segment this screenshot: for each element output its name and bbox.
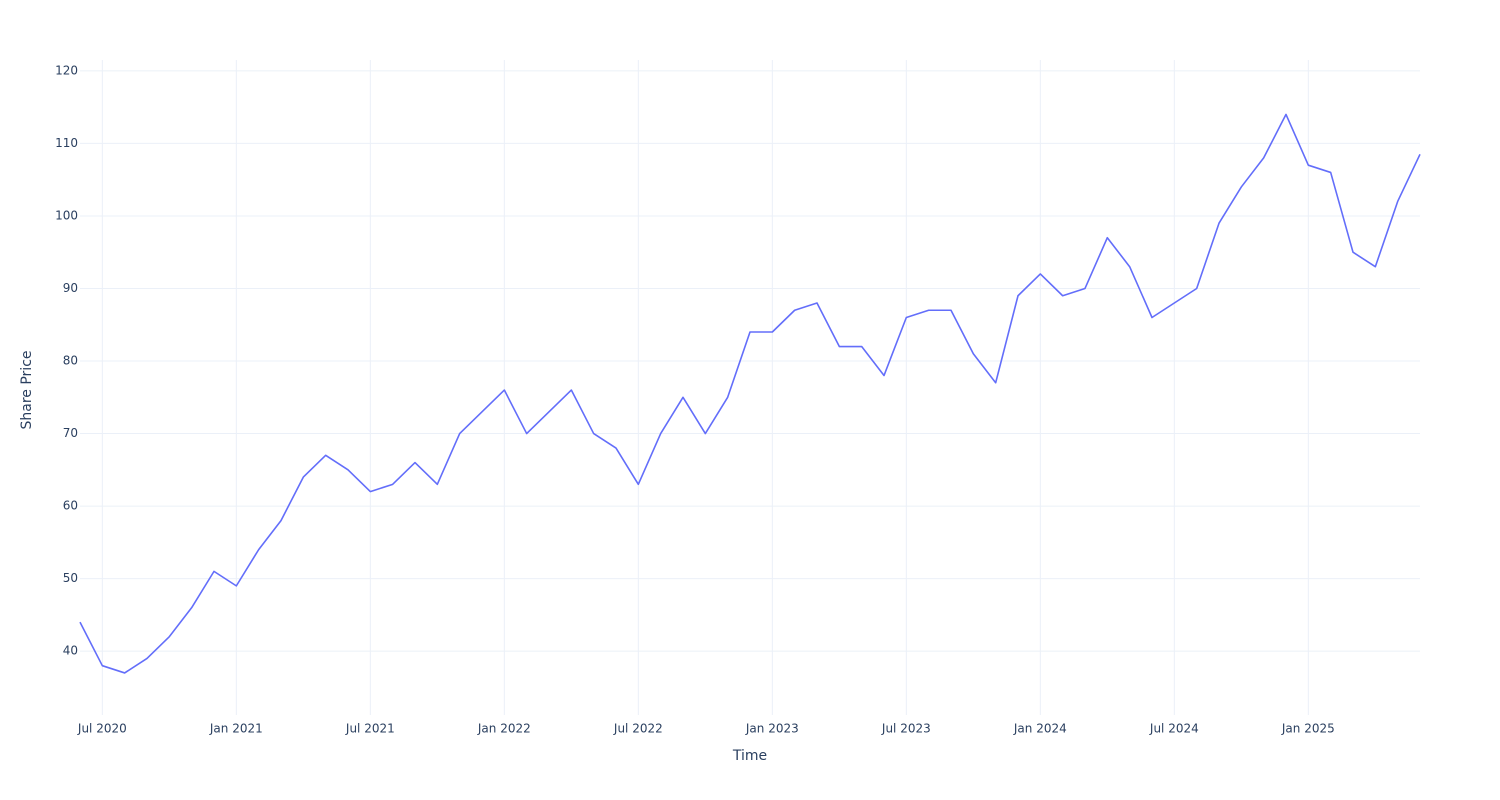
y-tick-label: 50 (63, 571, 78, 585)
x-tick-label: Jul 2021 (345, 722, 395, 736)
y-tick-label: 90 (63, 281, 78, 295)
x-tick-label: Jul 2024 (1149, 722, 1199, 736)
x-tick-label: Jul 2022 (613, 722, 663, 736)
y-axis-title: Share Price (19, 350, 35, 429)
y-tick-label: 60 (63, 499, 78, 513)
y-tick-label: 120 (55, 63, 78, 77)
x-tick-label: Jan 2022 (477, 722, 531, 736)
x-tick-label: Jul 2020 (77, 722, 127, 736)
x-tick-label: Jan 2021 (209, 722, 263, 736)
x-axis-title: Time (732, 748, 767, 764)
y-tick-label: 80 (63, 354, 78, 368)
y-tick-label: 40 (63, 644, 78, 658)
x-tick-label: Jan 2024 (1013, 722, 1067, 736)
y-tick-label: 70 (63, 426, 78, 440)
x-tick-label: Jan 2023 (745, 722, 799, 736)
x-tick-label: Jul 2023 (881, 722, 931, 736)
price-line (79, 113, 1421, 674)
y-tick-label: 110 (55, 136, 78, 150)
x-tick-label: Jan 2025 (1281, 722, 1335, 736)
y-tick-label: 100 (55, 208, 78, 222)
